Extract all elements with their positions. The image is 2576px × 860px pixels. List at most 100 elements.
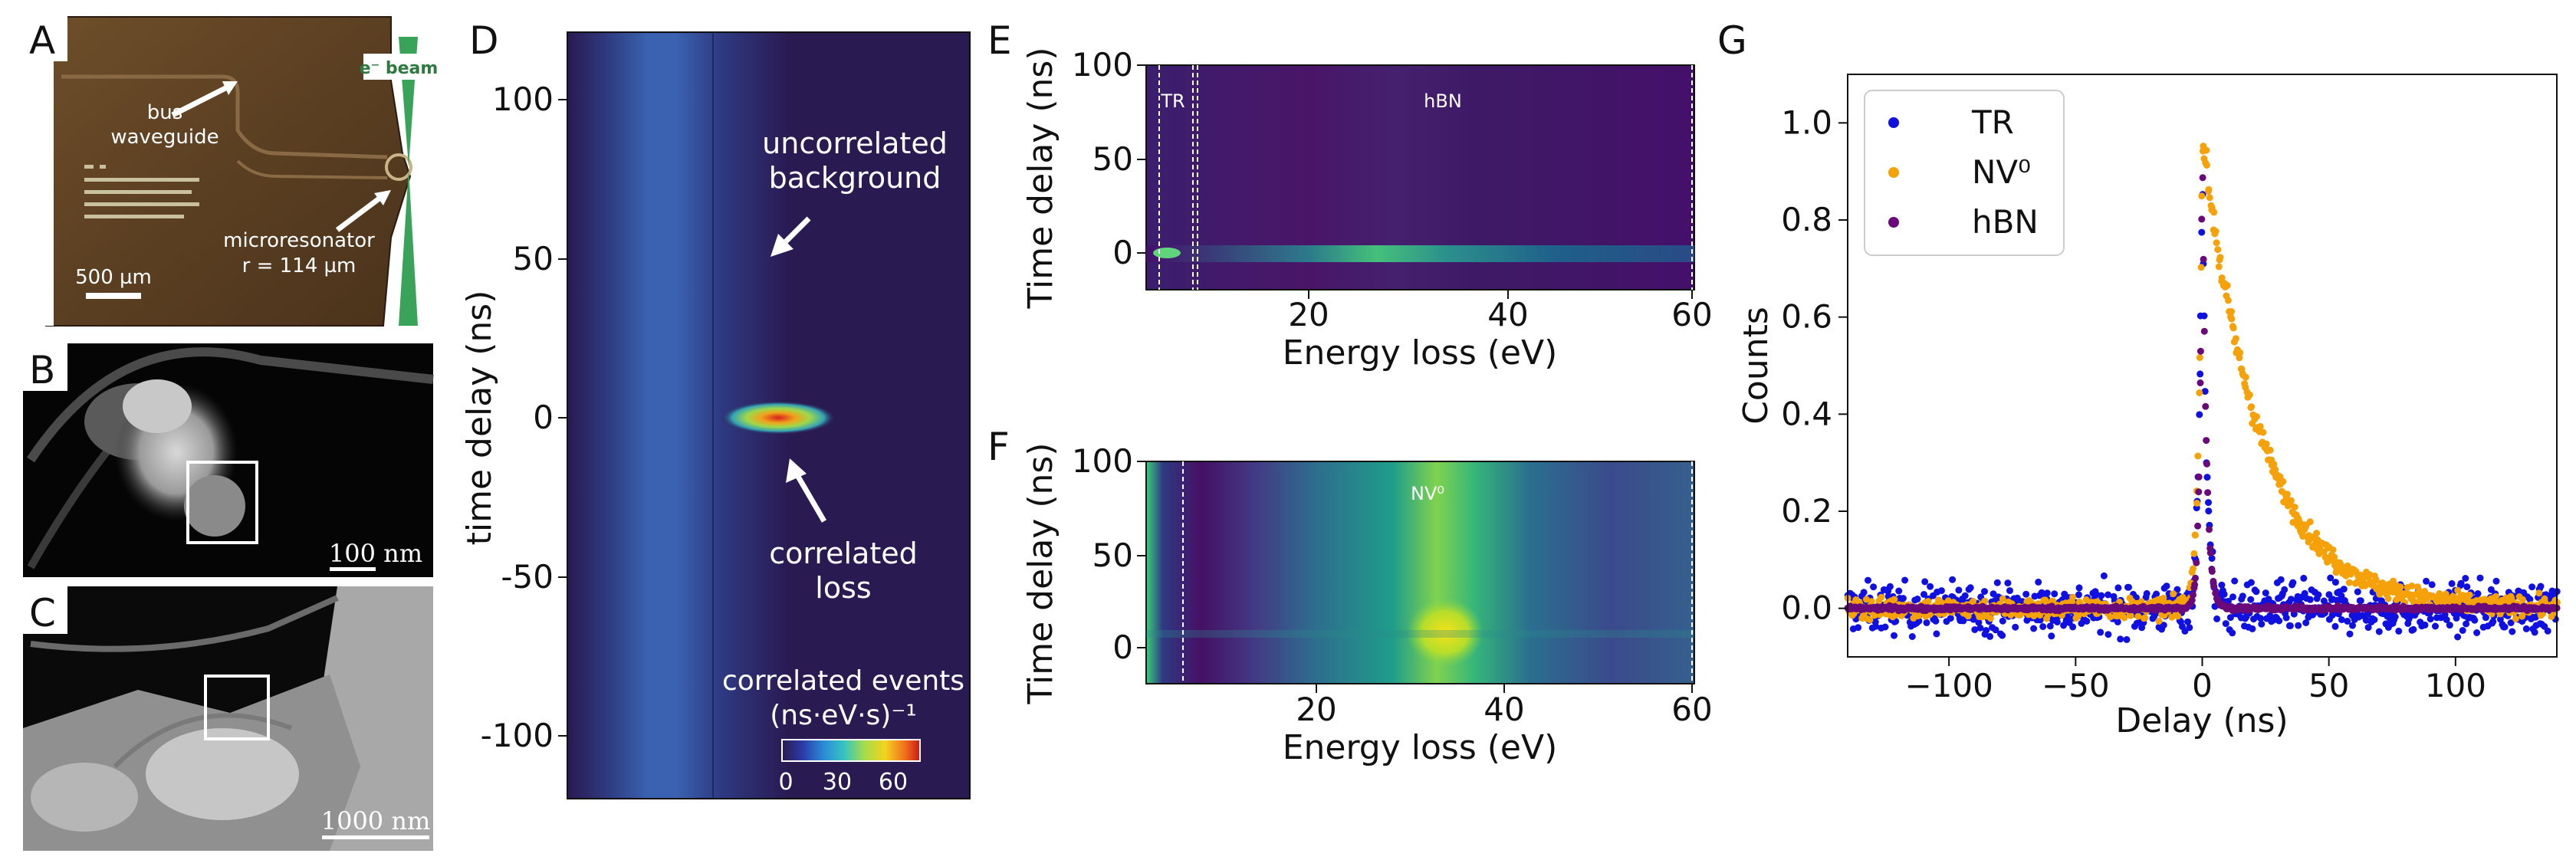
g-point-hbn — [2192, 574, 2199, 582]
g-point-tr — [2395, 627, 2403, 635]
g-point-nv — [2170, 590, 2177, 598]
g-point-tr — [2364, 624, 2372, 632]
g-point-nv — [2069, 593, 2077, 601]
svg-text:60: 60 — [1671, 691, 1712, 728]
g-point-tr — [2463, 620, 2470, 628]
g-point-tr — [2098, 592, 2105, 599]
g-xtick-label: 50 — [2308, 667, 2349, 704]
g-point-tr — [2349, 622, 2356, 629]
g-point-nv — [2224, 297, 2232, 304]
g-point-tr — [2277, 576, 2285, 583]
g-point-tr — [2114, 618, 2121, 625]
g-point-tr — [2281, 586, 2288, 593]
g-point-nv — [2141, 614, 2149, 622]
g-point-tr — [2160, 622, 2167, 629]
g-point-nv — [2196, 389, 2203, 396]
g-point-tr — [2218, 581, 2226, 589]
g-point-nv — [1868, 598, 1875, 606]
g-point-tr — [1881, 623, 1889, 631]
panel-label-e: E — [987, 18, 1012, 63]
g-point-tr — [1999, 632, 2006, 639]
g-xtick-label: 0 — [2192, 667, 2213, 704]
bus-arrow — [171, 83, 232, 118]
svg-text:50: 50 — [1092, 537, 1133, 574]
g-point-tr — [2039, 623, 2047, 630]
g-point-tr — [2426, 615, 2434, 623]
g-point-nv — [2259, 428, 2267, 436]
g-point-nv — [2206, 194, 2213, 202]
g-point-tr — [2075, 591, 2082, 599]
svg-text:20: 20 — [1296, 691, 1336, 728]
g-point-tr — [2531, 629, 2538, 636]
g-point-nv — [2194, 452, 2202, 460]
g-point-nv — [2283, 491, 2291, 498]
g-point-nv — [2535, 589, 2543, 597]
g-point-tr — [2501, 623, 2509, 631]
g-point-nv — [2218, 274, 2226, 281]
g-point-nv — [2191, 531, 2199, 539]
svg-text:60: 60 — [1671, 296, 1712, 333]
g-point-tr — [2482, 614, 2489, 622]
g-point-tr — [2306, 596, 2314, 603]
g-point-tr — [1971, 626, 1979, 633]
g-point-tr — [2289, 579, 2297, 586]
g-point-nv — [2372, 576, 2380, 583]
g-point-hbn — [2196, 347, 2204, 355]
g-point-nv — [2193, 500, 2201, 507]
g-point-hbn — [2204, 489, 2212, 497]
panel-label-g: G — [1717, 18, 1747, 63]
g-point-tr — [2357, 597, 2364, 605]
g-axis-ticks: −100 −50 0 50 100 0.0 0.2 0.4 0.6 0.8 1.0 — [1781, 103, 2486, 704]
legend-marker-hbn — [1888, 217, 1899, 228]
g-point-tr — [2203, 474, 2211, 481]
svg-text:50: 50 — [1092, 140, 1133, 178]
g-point-nv — [2203, 146, 2210, 154]
g-legend: TR NV⁰ hBN — [1864, 90, 2065, 256]
chip-photo — [45, 16, 412, 327]
g-point-tr — [2196, 370, 2204, 378]
bus-label-line1: bus — [147, 101, 183, 124]
g-point-tr — [2338, 616, 2345, 623]
g-point-tr — [2331, 622, 2339, 630]
g-point-nv — [2519, 596, 2526, 603]
g-point-hbn — [2198, 215, 2206, 223]
g-point-tr — [2340, 586, 2348, 593]
g-point-tr — [2226, 614, 2234, 622]
g-point-nv — [2210, 208, 2218, 216]
g-point-nv — [2228, 308, 2236, 315]
g-point-tr — [2048, 632, 2055, 640]
g-point-nv — [2232, 335, 2239, 343]
g-point-hbn — [2212, 589, 2220, 596]
legend-label-hbn: hBN — [1972, 203, 2039, 241]
panel-f: F NV⁰ 100 50 0 20 40 60 Energy loss (eV)… — [987, 425, 1713, 767]
panel-label-f: F — [987, 425, 1010, 469]
g-point-tr — [1983, 627, 1990, 634]
g-point-hbn — [2206, 549, 2214, 556]
legend-marker-nv — [1888, 167, 1899, 178]
g-point-nv — [2198, 192, 2206, 200]
g-point-tr — [2537, 583, 2545, 590]
nv-peak — [1407, 598, 1484, 667]
g-point-tr — [2004, 579, 2012, 587]
g-point-tr — [1990, 590, 1997, 598]
g-point-tr — [1993, 579, 2001, 586]
g-point-tr — [2286, 622, 2294, 629]
g-point-tr — [1955, 586, 1963, 594]
g-point-tr — [1908, 633, 1916, 640]
g-point-tr — [1865, 576, 1871, 584]
svg-text:0: 0 — [1112, 629, 1133, 666]
g-point-nv — [2466, 591, 2473, 599]
e-region-hbn: hBN — [1424, 90, 1462, 112]
svg-text:20: 20 — [1288, 296, 1329, 333]
g-point-hbn — [2208, 567, 2216, 575]
g-point-tr — [1923, 619, 1930, 626]
g-point-nv — [2270, 461, 2278, 468]
g-point-tr — [2196, 411, 2203, 419]
g-point-tr — [2544, 627, 2551, 635]
f-ticks: 100 50 0 20 40 60 — [1072, 442, 1713, 728]
g-point-nv — [2272, 466, 2279, 474]
g-point-tr — [2069, 623, 2077, 631]
d-yticks: 100 50 0 -50 -100 — [481, 80, 567, 754]
g-point-tr — [2325, 591, 2333, 599]
d-ylabel: time delay (ns) — [460, 290, 499, 546]
